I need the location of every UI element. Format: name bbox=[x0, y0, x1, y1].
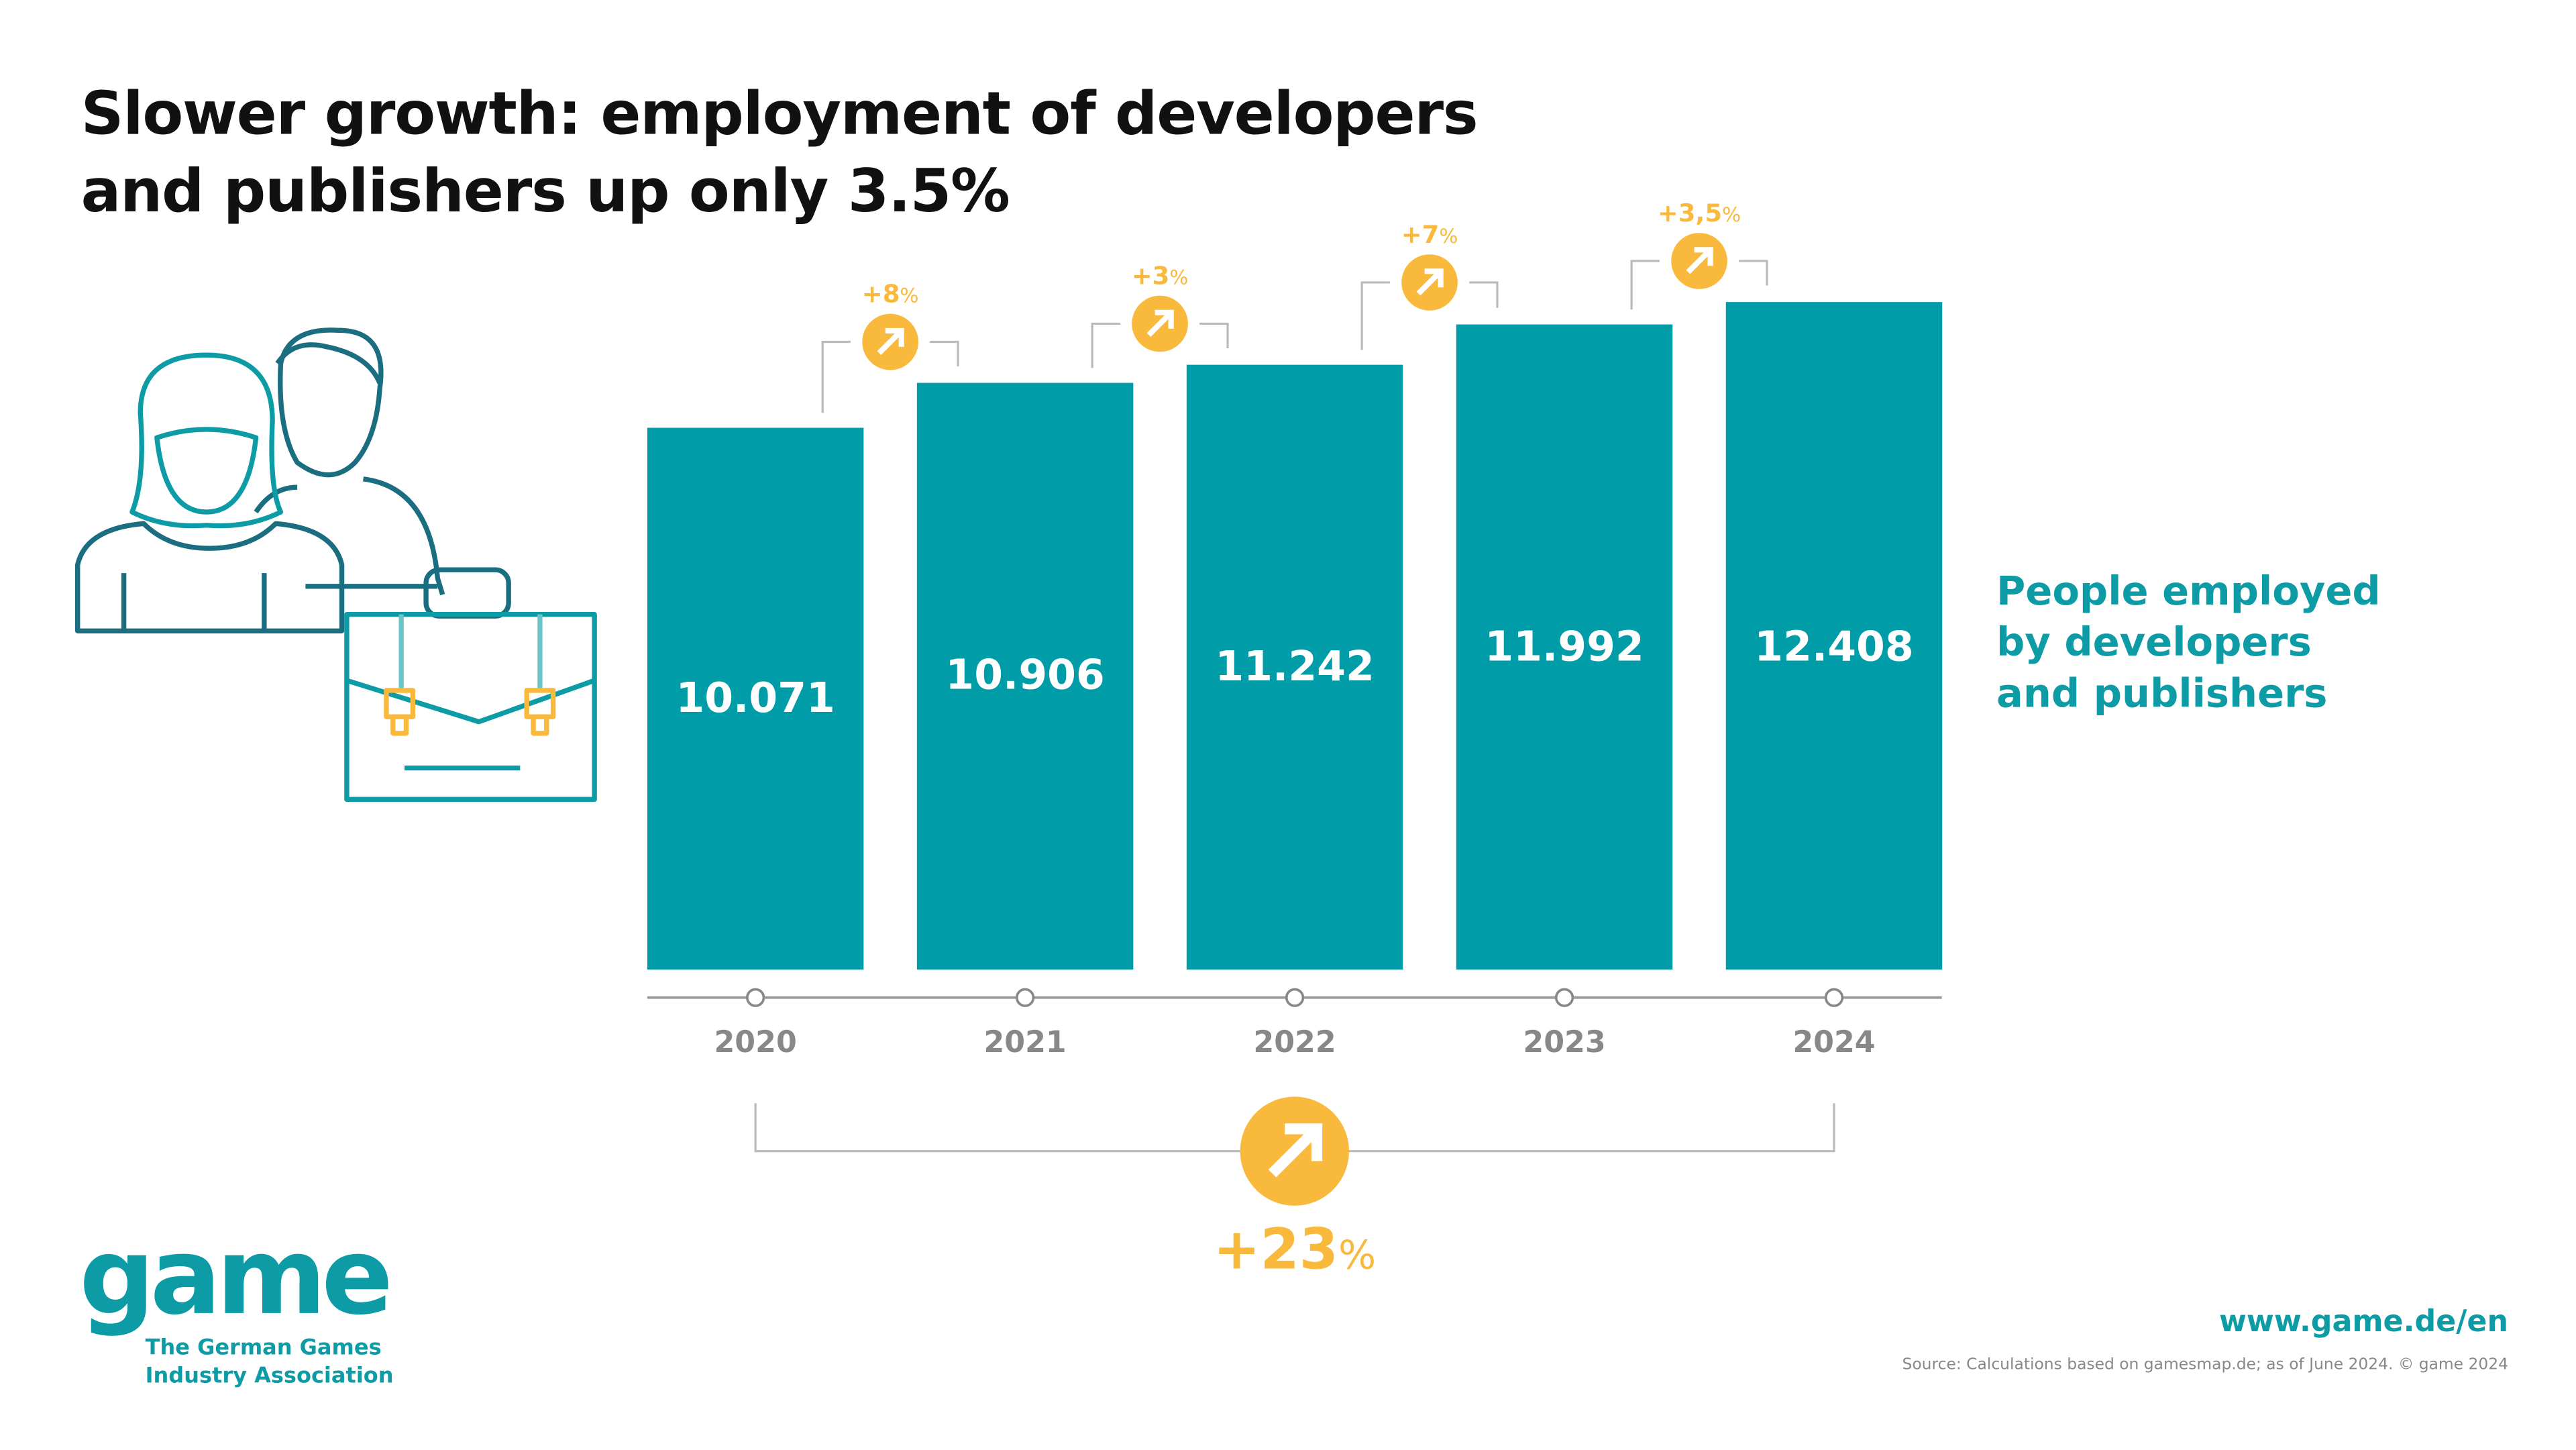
legend-line: and publishers bbox=[1996, 670, 2328, 717]
arrow-up-right-icon bbox=[1686, 247, 1713, 274]
axis-tick-marker bbox=[745, 988, 765, 1007]
legend-line: People employed bbox=[1996, 568, 2381, 615]
arrow-stroke bbox=[877, 327, 904, 356]
x-tick-label: 2024 bbox=[1792, 1025, 1875, 1059]
growth-unit: % bbox=[1722, 203, 1741, 226]
arrow-up-right-icon bbox=[1416, 268, 1444, 296]
bar-value-label: 10.071 bbox=[676, 674, 835, 722]
bar-2023 bbox=[1456, 324, 1673, 970]
arrow-up-right-icon bbox=[1146, 309, 1174, 337]
growth-label: +8% bbox=[862, 279, 919, 308]
source-note: Source: Calculations based on gamesmap.d… bbox=[1902, 1355, 2509, 1374]
arrow-stroke bbox=[1686, 247, 1713, 274]
growth-value: +8 bbox=[862, 279, 900, 308]
bar-value-label: 11.992 bbox=[1485, 623, 1644, 671]
people-briefcase-illustration bbox=[74, 327, 597, 802]
growth-unit: % bbox=[1169, 266, 1188, 289]
growth-bracket bbox=[1091, 322, 1229, 368]
bar-value-label: 11.242 bbox=[1215, 642, 1374, 690]
bar-value-label: 12.408 bbox=[1754, 623, 1913, 671]
growth-bracket bbox=[1630, 260, 1768, 310]
chart-legend: People employed by developers and publis… bbox=[1996, 566, 2381, 720]
axis-tick-marker bbox=[1554, 988, 1574, 1007]
growth-label: +3% bbox=[1132, 261, 1189, 290]
growth-bracket bbox=[1360, 281, 1499, 350]
website-link[interactable]: www.game.de/en bbox=[2218, 1304, 2509, 1340]
logo-subtitle-line: Industry Association bbox=[145, 1364, 394, 1390]
axis-tick-marker bbox=[1015, 988, 1035, 1007]
arrow-up-right-icon bbox=[1268, 1123, 1323, 1178]
arrow-stroke bbox=[1146, 309, 1174, 337]
growth-label: +7% bbox=[1401, 220, 1458, 249]
total-growth-value: +23 bbox=[1213, 1216, 1338, 1282]
total-bracket bbox=[754, 1103, 1835, 1153]
axis-tick-marker bbox=[1824, 988, 1844, 1007]
arrow-stroke bbox=[1416, 268, 1444, 296]
title-line-1: Slower growth: employment of developers bbox=[80, 81, 1479, 149]
legend-line: by developers bbox=[1996, 619, 2312, 666]
growth-unit: % bbox=[1439, 225, 1458, 248]
bar-2022 bbox=[1186, 364, 1403, 970]
growth-bracket bbox=[821, 340, 959, 413]
growth-value: +3,5 bbox=[1658, 199, 1722, 227]
axis-tick-marker bbox=[1285, 988, 1305, 1007]
growth-value: +3 bbox=[1132, 261, 1170, 290]
total-growth-label: +23% bbox=[1213, 1216, 1376, 1282]
total-growth-unit: % bbox=[1338, 1231, 1376, 1278]
logo-subtitle: The German Games Industry Association bbox=[146, 1335, 394, 1391]
x-tick-label: 2020 bbox=[714, 1025, 796, 1059]
x-tick-label: 2021 bbox=[983, 1025, 1066, 1059]
game-logo: game bbox=[79, 1217, 393, 1340]
arrow-stroke bbox=[1268, 1123, 1323, 1178]
page-title: Slower growth: employment of developers … bbox=[80, 76, 1479, 231]
bar-2021 bbox=[916, 382, 1134, 970]
growth-unit: % bbox=[900, 284, 918, 307]
bar-value-label: 10.906 bbox=[945, 650, 1104, 698]
bar-2020 bbox=[647, 427, 864, 970]
logo-subtitle-line: The German Games bbox=[145, 1336, 382, 1361]
growth-value: +7 bbox=[1401, 220, 1440, 249]
growth-label: +3,5% bbox=[1658, 199, 1741, 227]
x-tick-label: 2023 bbox=[1523, 1025, 1605, 1059]
bar-2024 bbox=[1725, 302, 1943, 970]
x-tick-label: 2022 bbox=[1253, 1025, 1336, 1059]
arrow-up-right-icon bbox=[877, 327, 904, 356]
title-line-2: and publishers up only 3.5% bbox=[80, 158, 1010, 227]
